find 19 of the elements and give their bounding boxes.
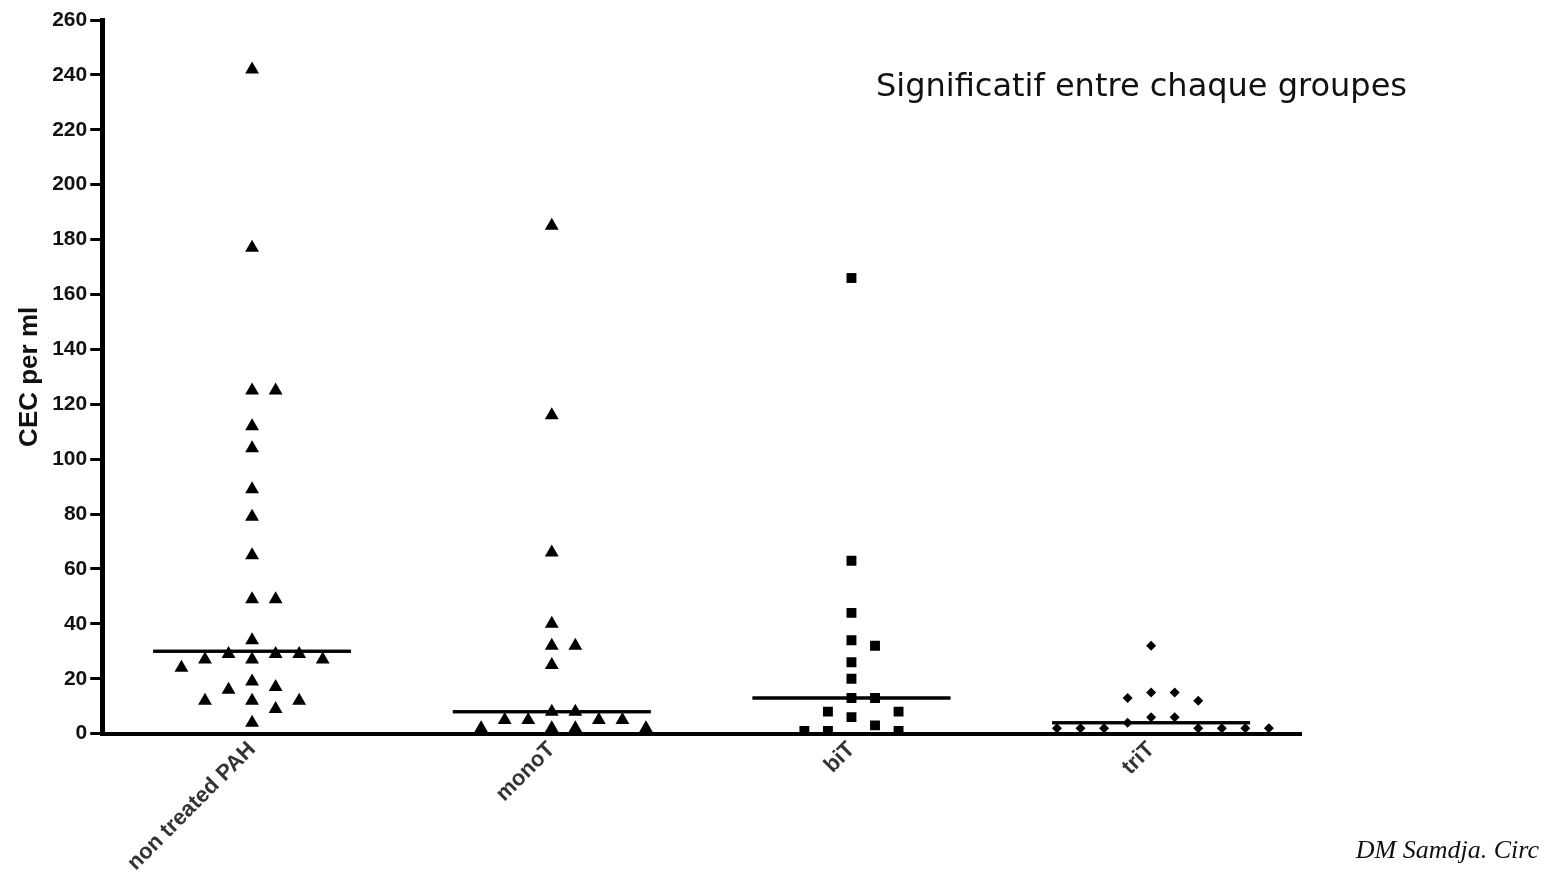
y-tick-label: 140 [52,336,88,360]
y-tick-label: 220 [52,116,88,140]
x-tick-label: biT [818,735,860,778]
y-tick-label: 120 [52,391,88,415]
y-tick-label: 20 [63,665,88,689]
y-tick-label: 200 [52,171,88,195]
y-tick-label: 240 [52,61,88,85]
y-tick-label: 40 [63,610,88,634]
y-tick-label: 100 [52,445,88,469]
y-tick-label: 0 [75,720,88,744]
y-tick-label: 160 [52,281,88,305]
text: DM Samdja. Circ [1355,835,1539,865]
annotation: Significatif entre chaque groupes [876,66,1407,104]
y-tick-label: 80 [63,500,88,524]
y-tick-label: 260 [52,6,88,30]
x-tick-label: triT [1116,735,1160,779]
y-tick-label: 180 [52,226,88,250]
y-axis-title: CEC per ml [12,306,43,447]
y-tick-label: 60 [63,555,88,579]
